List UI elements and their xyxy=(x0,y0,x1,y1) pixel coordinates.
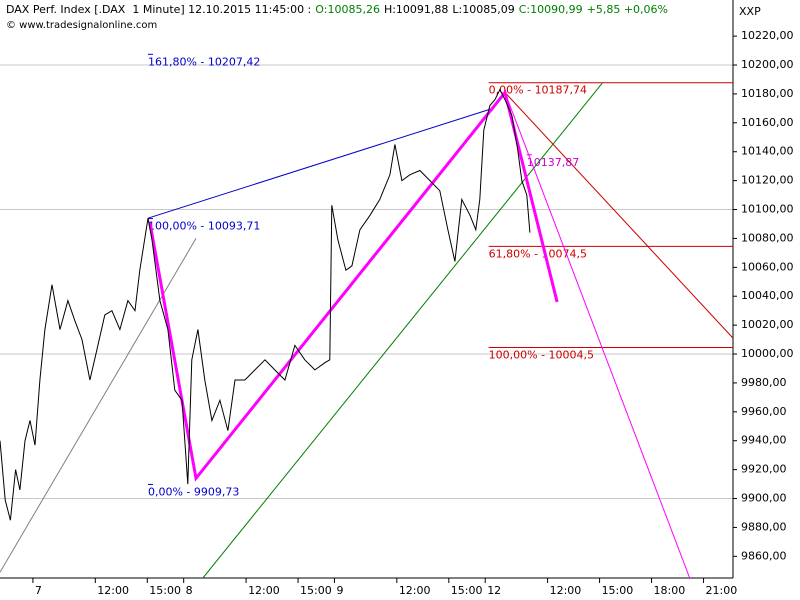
y-tick-label: 9980,00 xyxy=(741,376,787,389)
x-tick-label: 8 xyxy=(186,584,193,597)
axis-label: XXP xyxy=(739,5,761,18)
y-tick-label: 10000,00 xyxy=(741,347,794,360)
x-tick-label: 21:00 xyxy=(706,584,738,597)
header-field: L:10085,09 xyxy=(452,3,515,16)
y-tick-label: 9880,00 xyxy=(741,520,787,533)
level-label: 161,80% - 10207,42 xyxy=(148,55,260,68)
price-line xyxy=(0,88,531,521)
level-label: 61,80% - 10074,5 xyxy=(489,247,587,260)
y-tick-label: 10080,00 xyxy=(741,231,794,244)
y-tick-label: 10020,00 xyxy=(741,318,794,331)
y-tick-label: 10220,00 xyxy=(741,29,794,42)
header-field: +5,85 +0,06% xyxy=(586,3,668,16)
x-tick-label: 7 xyxy=(35,584,42,597)
trend-line xyxy=(148,89,559,482)
y-tick-label: 9960,00 xyxy=(741,405,787,418)
x-tick-label: 15:00 xyxy=(602,584,634,597)
header-field: C:10090,99 xyxy=(518,3,583,16)
y-tick-label: 10120,00 xyxy=(741,174,794,187)
y-tick-label: 9940,00 xyxy=(741,434,787,447)
x-tick-label: 12:00 xyxy=(248,584,280,597)
y-tick-label: 9920,00 xyxy=(741,463,787,476)
x-tick-label: 15:00 xyxy=(149,584,181,597)
trend-line xyxy=(202,82,603,578)
header-field: O:10085,26 xyxy=(315,3,380,16)
trend-line xyxy=(504,92,691,578)
y-tick-label: 10100,00 xyxy=(741,203,794,216)
y-tick-label: 10040,00 xyxy=(741,289,794,302)
x-tick-label: 12:00 xyxy=(399,584,431,597)
level-label: 0,00% - 10187,74 xyxy=(489,84,587,97)
y-tick-label: 9860,00 xyxy=(741,549,787,562)
header-field: H:10091,88 xyxy=(383,3,449,16)
plot-area: 161,80% - 10207,42 100,00% - 10093,71 0,00… xyxy=(0,53,733,578)
x-tick-label: 18:00 xyxy=(654,584,686,597)
y-tick-label: 10180,00 xyxy=(741,87,794,100)
y-tick-label: 10060,00 xyxy=(741,260,794,273)
x-tick-label: 15:00 xyxy=(451,584,483,597)
trend-line xyxy=(504,92,733,339)
y-tick-label: 10140,00 xyxy=(741,145,794,158)
trend-line xyxy=(0,238,197,573)
x-tick-label: 12 xyxy=(487,584,501,597)
level-label: 100,00% - 10093,71 xyxy=(148,220,260,233)
x-tick-label: 12:00 xyxy=(550,584,582,597)
header: DAX Perf. Index [.DAX 1 Minute] 12.10.20… xyxy=(6,3,672,16)
copyright: © www.tradesignalonline.com xyxy=(6,20,158,31)
y-tick-label: 10200,00 xyxy=(741,58,794,71)
y-tick-label: 9900,00 xyxy=(741,492,787,505)
header-field: DAX Perf. Index [.DAX 1 Minute] 12.10.20… xyxy=(6,3,312,16)
y-tick-label: 10160,00 xyxy=(741,116,794,129)
x-tick-label: 12:00 xyxy=(97,584,129,597)
level-label: 100,00% - 10004,5 xyxy=(489,349,594,362)
trend-line xyxy=(147,107,493,219)
x-tick-label: 15:00 xyxy=(300,584,332,597)
x-tick-label: 9 xyxy=(336,584,343,597)
level-label: 0,00% - 9909,73 xyxy=(148,485,239,498)
